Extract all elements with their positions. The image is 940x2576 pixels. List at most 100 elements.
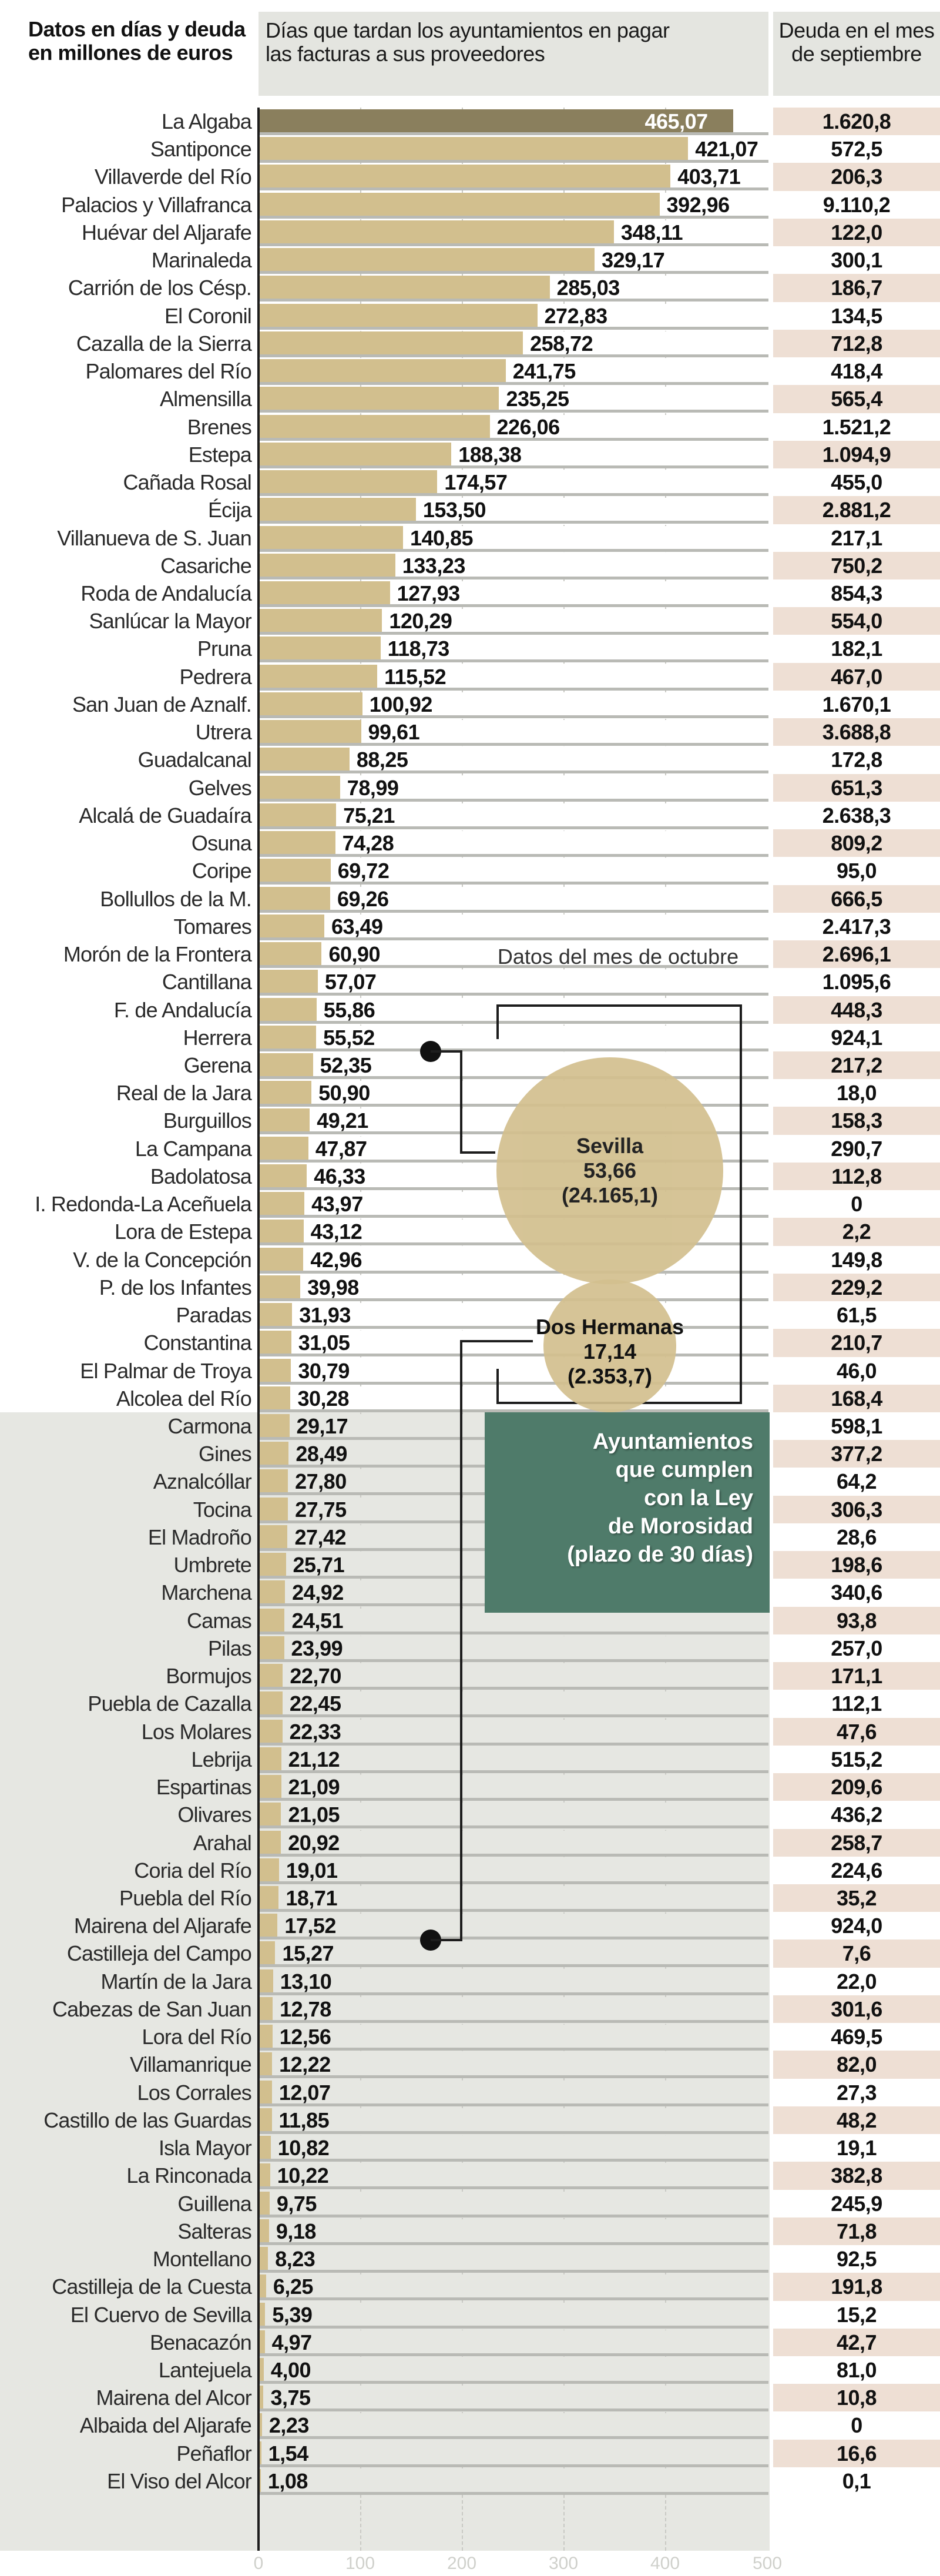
compliance-line: de Morosidad [607, 1514, 753, 1539]
bar-track: 3,75 [260, 2386, 768, 2412]
days-value: 39,98 [307, 1275, 359, 1299]
debt-value: 61,5 [836, 1303, 877, 1328]
table-row: Real de la Jara 50,90 18,0 [0, 1079, 940, 1107]
municipality-name: San Juan de Aznalf. [72, 692, 252, 716]
municipality-name: Carrión de los Césp. [68, 276, 252, 300]
days-bar [260, 165, 671, 188]
days-bar [260, 276, 550, 299]
days-bar [260, 1469, 288, 1493]
bracket-left-upper-stub [496, 1004, 499, 1039]
municipality-name: V. de la Concepción [73, 1247, 252, 1272]
compliance-line: (plazo de 30 días) [567, 1542, 753, 1567]
days-value: 60,90 [328, 942, 381, 967]
debt-value: 712,8 [773, 329, 940, 358]
municipality-name: Gerena [183, 1053, 252, 1077]
days-value: 43,12 [310, 1220, 362, 1244]
days-bar [260, 692, 362, 715]
days-bar [260, 1358, 291, 1382]
days-bar [260, 803, 337, 826]
table-row: La Rinconada 10,22 382,8 [0, 2162, 940, 2190]
days-value: 8,23 [275, 2247, 315, 2272]
days-value: 174,57 [444, 470, 508, 495]
debt-value: 2.638,3 [822, 803, 891, 828]
municipality-name: Guadalcanal [137, 748, 252, 772]
days-value: 27,80 [295, 1469, 347, 1494]
municipality-name: Herrera [183, 1025, 252, 1050]
debt-value: 64,2 [836, 1469, 877, 1494]
days-bar [260, 1691, 283, 1715]
municipality-name: Roda de Andalucía [80, 581, 251, 605]
municipality-name: Los Corrales [137, 2080, 252, 2105]
debt-value: 18,0 [836, 1081, 877, 1106]
days-bar [260, 1497, 288, 1520]
days-bar [260, 609, 382, 632]
table-row: Villanueva de S. Juan 140,85 217,1 [0, 524, 940, 552]
table-row: Albaida del Aljarafe 2,23 0 [0, 2411, 940, 2440]
debt-value: 81,0 [836, 2357, 877, 2382]
days-bar [260, 525, 403, 549]
bar-track: 74,28 [260, 831, 768, 857]
days-bar [260, 1386, 291, 1409]
days-bar [260, 1553, 286, 1576]
debt-value: 217,1 [831, 525, 882, 550]
days-bar [260, 2247, 268, 2270]
days-value: 29,17 [296, 1414, 348, 1439]
days-bar [260, 1108, 310, 1132]
table-row: Salteras 9,18 71,8 [0, 2217, 940, 2246]
debt-value: 0 [851, 2413, 862, 2438]
bar-track: 75,21 [260, 803, 768, 829]
days-value: 55,86 [323, 997, 375, 1022]
debt-value: 467,0 [773, 662, 940, 691]
debt-value: 1.521,2 [822, 414, 891, 439]
days-bar [260, 831, 335, 855]
debt-value: 93,8 [773, 1606, 940, 1634]
bracket-left-lower-stub [496, 1368, 499, 1402]
municipality-name: Sanlúcar la Mayor [89, 609, 251, 634]
table-row: Badolatosa 46,33 112,8 [0, 1162, 940, 1191]
days-value: 10,22 [277, 2163, 329, 2188]
days-value: 6,25 [273, 2274, 314, 2299]
bar-rows: La Algaba 465,07 1.620,8 Santiponce 421,07 57… [0, 108, 940, 2495]
debt-value: 112,1 [831, 1691, 882, 1716]
bar-track: 258,72 [260, 331, 768, 357]
days-value: 12,78 [280, 1997, 331, 2021]
bar-track: 226,06 [260, 414, 768, 441]
tick-label: 400 [650, 2554, 680, 2573]
bar-track: 31,05 [260, 1331, 768, 1357]
days-bar [260, 859, 331, 882]
days-value: 3,75 [270, 2386, 311, 2410]
debt-value: 46,0 [836, 1358, 877, 1383]
debt-value: 854,3 [831, 581, 882, 605]
debt-value: 1.095,6 [822, 970, 891, 994]
days-value: 27,75 [295, 1497, 347, 1522]
bar-track: 39,98 [260, 1275, 768, 1301]
days-bar [260, 414, 490, 438]
table-row: Martín de la Jara 13,10 22,0 [0, 1968, 940, 1995]
table-row: Pilas 23,99 257,0 [0, 1634, 940, 1662]
table-row: Castilleja de la Cuesta 6,25 191,8 [0, 2273, 940, 2301]
table-row: Écija 153,50 2.881,2 [0, 496, 940, 524]
municipality-name: Constantina [143, 1331, 252, 1355]
table-row: Constantina 31,05 210,7 [0, 1329, 940, 1357]
days-bar [260, 748, 350, 771]
days-value: 12,07 [278, 2080, 331, 2105]
sevilla-connector [431, 1050, 462, 1053]
debt-value: 35,2 [773, 1884, 940, 1912]
debt-value: 182,1 [831, 637, 882, 661]
debt-value: 92,5 [836, 2247, 877, 2272]
table-row: Estepa 188,38 1.094,9 [0, 440, 940, 469]
days-bar [260, 2108, 272, 2131]
municipality-name: Cantillana [162, 970, 252, 994]
table-row: Villamanrique 12,22 82,0 [0, 2051, 940, 2079]
days-value: 21,05 [288, 1803, 340, 1827]
days-value: 69,26 [337, 886, 389, 911]
bar-track: 52,35 [260, 1053, 768, 1079]
days-value: 63,49 [331, 914, 383, 939]
debt-value: 71,8 [773, 2217, 940, 2246]
table-row: El Palmar de Troya 30,79 46,0 [0, 1357, 940, 1385]
days-bar [260, 1664, 283, 1687]
debt-value: 186,7 [773, 274, 940, 302]
municipality-name: Cañada Rosal [123, 470, 251, 495]
table-row: Carmona 29,17 598,1 [0, 1412, 940, 1441]
debt-value: 2.696,1 [773, 940, 940, 969]
